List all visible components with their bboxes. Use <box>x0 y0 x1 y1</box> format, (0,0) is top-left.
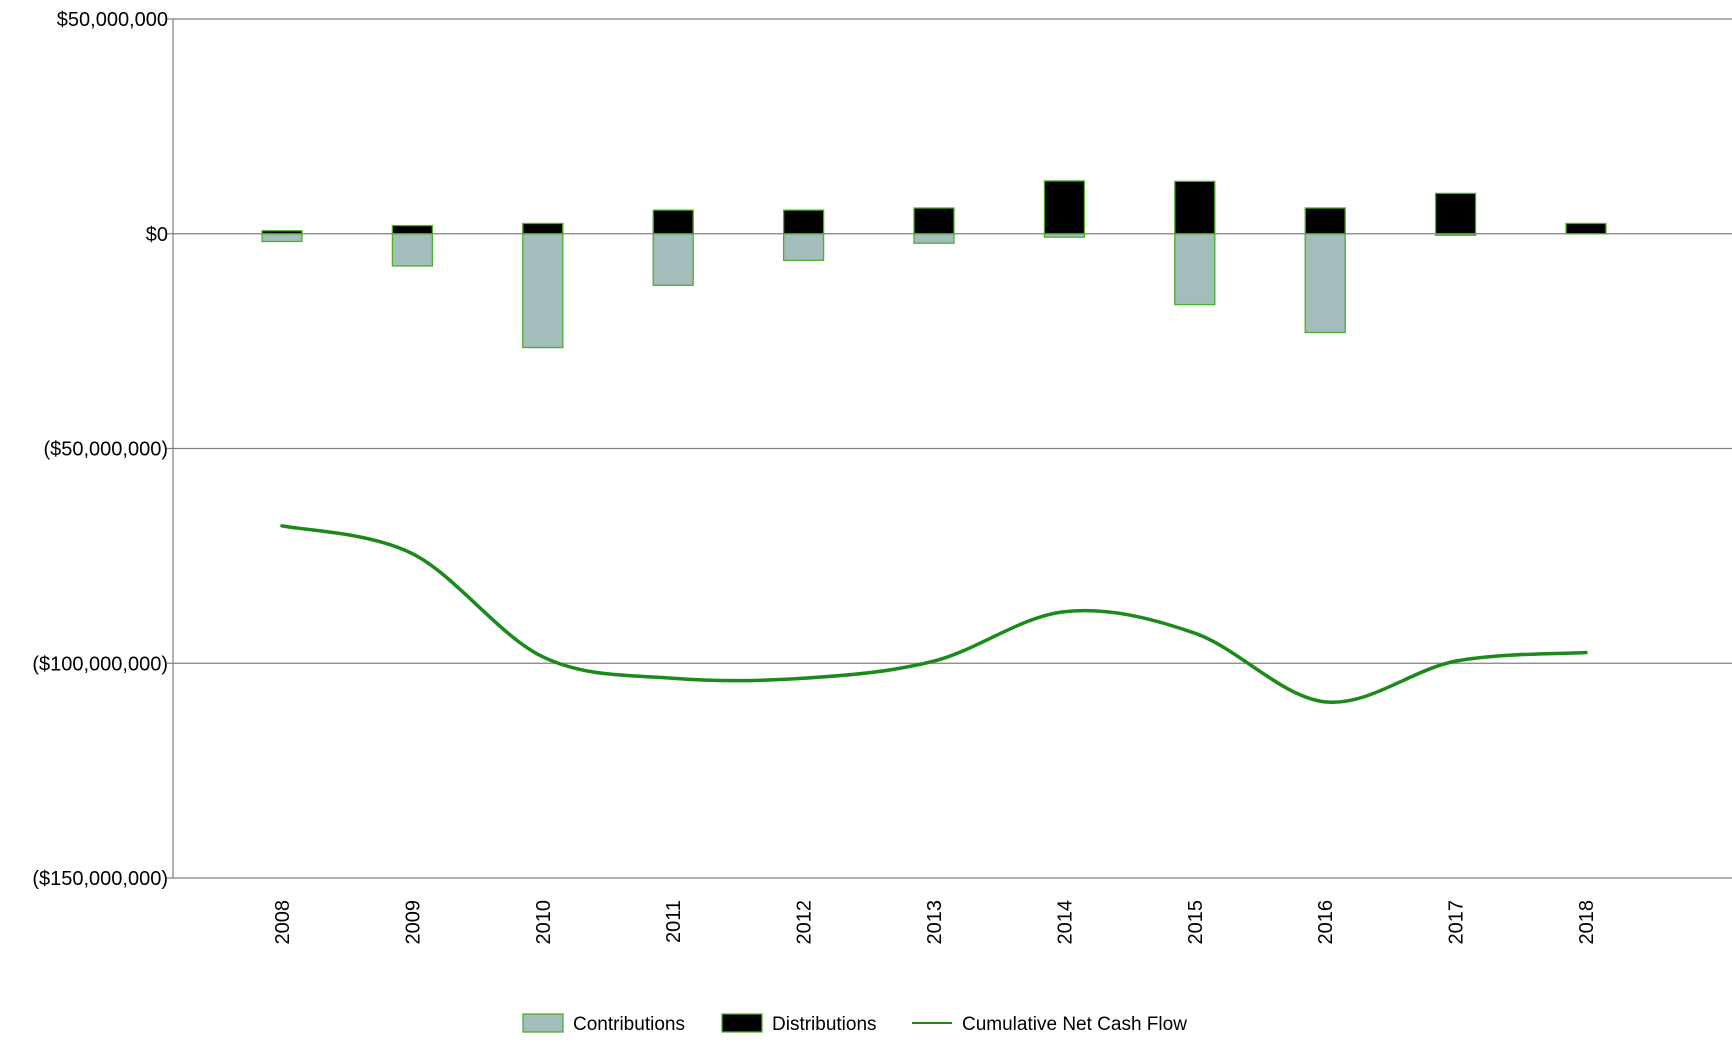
distributions-bar <box>652 209 694 235</box>
x-tick-label: 2008 <box>272 900 294 945</box>
y-tick-label: ($50,000,000) <box>43 439 168 461</box>
distributions-bar <box>1565 222 1607 235</box>
distributions-bar <box>261 230 303 235</box>
contributions-bar <box>1174 233 1216 306</box>
legend-swatch-contributions <box>522 1013 564 1033</box>
x-tick-label: 2014 <box>1054 900 1076 945</box>
y-axis-tick-labels: $50,000,000 $0 ($50,000,000) ($100,000,000)… <box>32 9 168 890</box>
axes <box>167 18 174 879</box>
legend-label-contributions: Contributions <box>573 1014 685 1035</box>
contributions-bar <box>1304 233 1346 334</box>
distributions-bar <box>522 222 564 235</box>
gridlines <box>173 18 1732 879</box>
distributions-bar <box>1304 207 1346 235</box>
legend-swatch-distributions <box>721 1013 763 1033</box>
contributions-bar <box>391 233 434 267</box>
cumulative-net-cash-flow-line <box>280 524 1588 705</box>
x-tick-label: 2009 <box>402 900 424 945</box>
x-tick-label: 2011 <box>663 900 685 943</box>
distributions-bar <box>391 224 434 235</box>
legend-label-distributions: Distributions <box>772 1014 877 1035</box>
distributions-bar <box>913 207 955 235</box>
x-axis-tick-labels: 2008 2009 2010 2011 2012 2013 2014 2015 2016 2017… <box>272 900 1598 945</box>
x-tick-label: 2018 <box>1576 900 1598 945</box>
contributions-bar <box>913 233 955 244</box>
distributions-bar <box>1434 192 1477 235</box>
y-tick-label: ($150,000,000) <box>32 868 168 890</box>
bars <box>261 180 1607 349</box>
x-tick-label: 2015 <box>1185 900 1207 945</box>
x-tick-label: 2017 <box>1446 900 1468 945</box>
y-tick-label: $0 <box>146 224 168 246</box>
x-tick-label: 2012 <box>794 900 816 945</box>
contributions-bar <box>522 233 564 349</box>
x-tick-label: 2016 <box>1315 900 1337 945</box>
x-tick-label: 2010 <box>533 900 555 945</box>
legend-label-cumulative-net-cash-flow: Cumulative Net Cash Flow <box>962 1014 1187 1035</box>
contributions-bar <box>782 233 825 262</box>
contributions-bar <box>261 233 303 243</box>
line-series <box>280 524 1588 705</box>
legend: Contributions Distributions Cumulative Net… <box>522 1013 1187 1035</box>
distributions-bar <box>782 209 825 235</box>
distributions-bar <box>1174 180 1216 235</box>
contributions-bar <box>652 233 694 286</box>
distributions-bar <box>1043 180 1086 235</box>
y-tick-label: $50,000,000 <box>57 9 168 31</box>
y-tick-label: ($100,000,000) <box>32 653 168 675</box>
x-tick-label: 2013 <box>924 900 946 945</box>
